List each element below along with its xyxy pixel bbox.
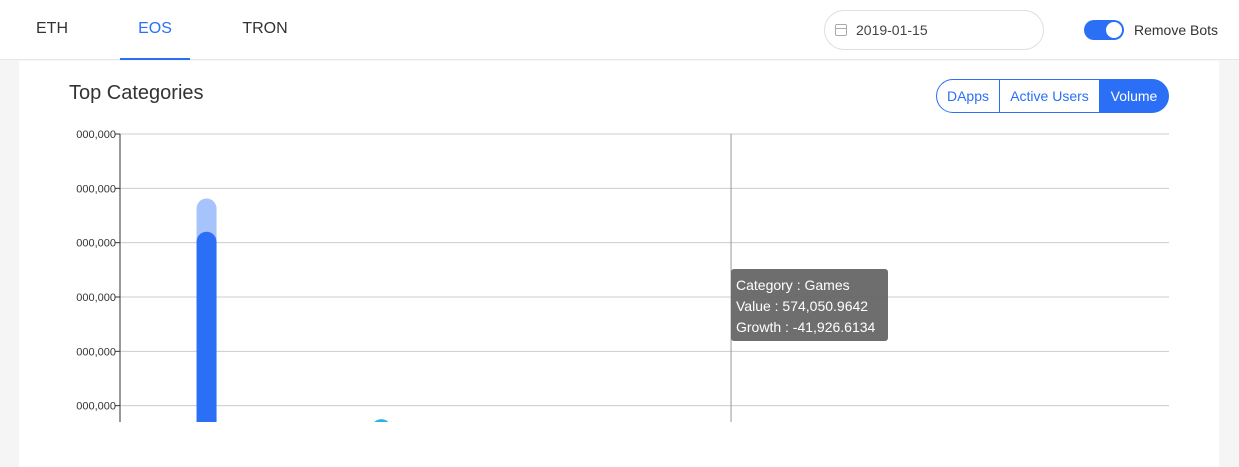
calendar-icon: [835, 24, 847, 36]
remove-bots-toggle[interactable]: [1084, 20, 1124, 40]
tooltip-growth: Growth : -41,926.6134: [736, 319, 876, 335]
tab-tron[interactable]: TRON: [242, 20, 288, 37]
top-bar: ETH EOS TRON 2019-01-15 Remove Bots: [0, 0, 1239, 60]
y-tick-label: 000,000: [76, 183, 116, 195]
active-users-button[interactable]: Active Users: [999, 79, 1100, 113]
date-picker-input[interactable]: 2019-01-15: [824, 10, 1044, 50]
y-tick-label: 000,000: [76, 292, 116, 304]
bar-total: [374, 419, 389, 422]
y-tick-label: 000,000: [76, 129, 116, 141]
y-tick-label: 000,000: [76, 238, 116, 250]
date-value: 2019-01-15: [856, 22, 928, 38]
toggle-knob: [1106, 22, 1122, 38]
tab-eth[interactable]: ETH: [36, 20, 68, 37]
dapps-button[interactable]: DApps: [936, 79, 1000, 113]
tooltip-value: Value : 574,050.9642: [736, 298, 869, 314]
tab-eos[interactable]: EOS: [120, 0, 190, 60]
bar-value: [196, 231, 217, 422]
tooltip-category: Category : Games: [736, 277, 850, 293]
top-categories-card: Top Categories DApps Active Users Volume…: [19, 61, 1219, 467]
y-tick-label: 000,000: [76, 346, 116, 358]
card-title: Top Categories: [69, 82, 204, 104]
remove-bots-label: Remove Bots: [1134, 22, 1219, 38]
volume-button[interactable]: Volume: [1099, 79, 1169, 113]
y-tick-label: 000,000: [76, 401, 116, 413]
chart-tooltip: Category : Games Value : 574,050.9642 Gr…: [731, 269, 888, 341]
bar-chart: 0000,000000,000000,000000,000000,000000,…: [76, 129, 1169, 422]
